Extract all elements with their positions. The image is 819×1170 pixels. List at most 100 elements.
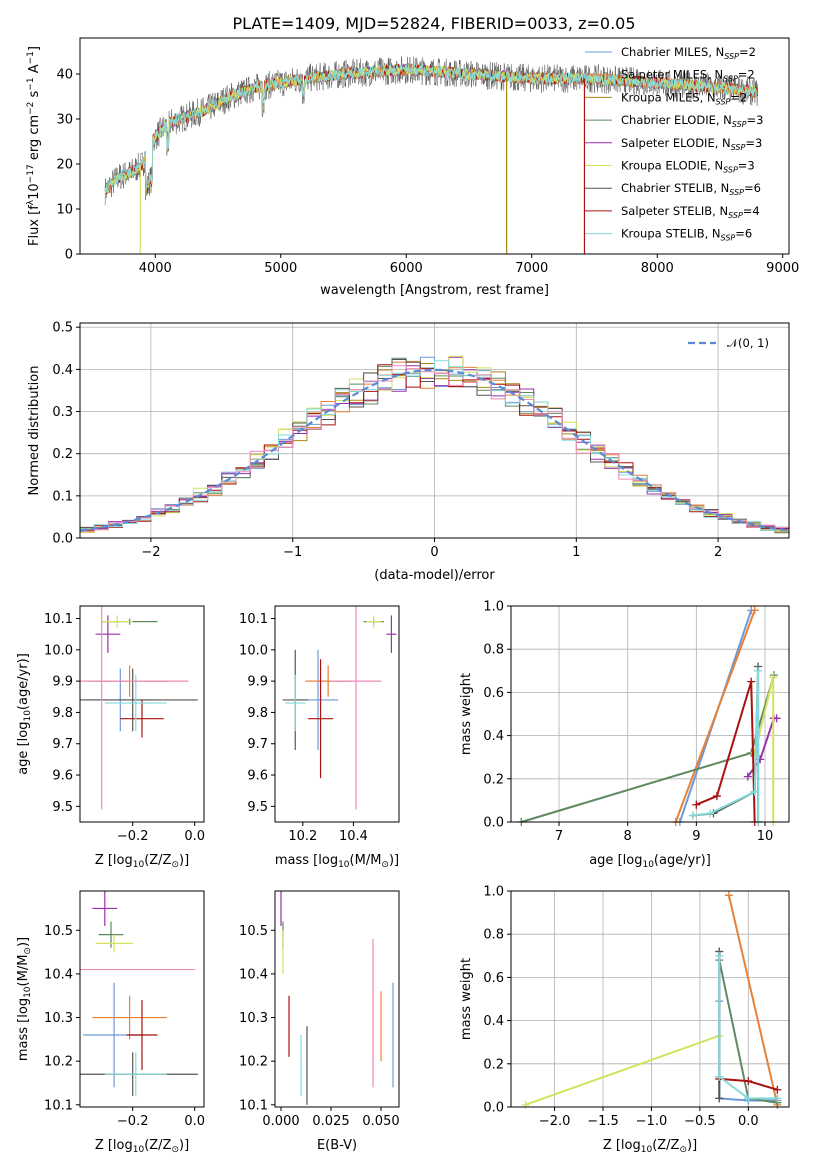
mass-weight-marker	[744, 1094, 753, 1103]
x-axis-label-part: )]	[687, 1138, 697, 1153]
histogram-steps	[80, 355, 789, 534]
x-axis-label: Z [log10(Z/Z⊙)]	[603, 1138, 697, 1155]
y-tick-label: 1.0	[483, 600, 504, 615]
mass-weight-vs-metallicity-panel: −2.0 −1.5 −1.0 −0.5 0.0 0.0 0.2 0.4 0.6 0.8 1.0 Z […	[459, 885, 790, 1155]
y-axis-label-part: −1	[26, 51, 36, 64]
y-tick-label: 0.0	[52, 532, 73, 547]
x-axis-label-part: ⊙	[171, 1145, 179, 1155]
legend-entry-label: Salpeter ELODIE, N	[621, 136, 731, 150]
errorbar-points	[280, 891, 394, 1105]
y-tick-label: 0.2	[483, 1057, 504, 1072]
spectrum-lines	[104, 56, 758, 254]
x-tick-label: 5000	[264, 261, 297, 276]
y-tick-label: 9.7	[247, 737, 268, 752]
mass-weight-marker	[750, 787, 759, 796]
x-axis-label-part: 10	[133, 860, 145, 870]
x-axis-label-part: ⊙	[171, 860, 179, 870]
y-tick-label: 10.5	[44, 924, 73, 939]
y-tick-label: 10.2	[239, 1055, 268, 1070]
y-tick-label: 0.4	[52, 363, 73, 378]
y-axis-label-part: )]	[16, 937, 31, 947]
y-tick-label: 10.0	[239, 643, 268, 658]
mass-weight-marker	[706, 809, 715, 818]
x-tick-label: −0.5	[684, 1114, 716, 1129]
y-tick-label: 10.1	[44, 612, 73, 627]
legend-entry-sub: SSP	[721, 234, 736, 243]
y-tick-label: 10.2	[44, 1055, 73, 1070]
x-axis-label-part: Z [log	[95, 853, 133, 868]
y-tick-label: 0.3	[52, 405, 73, 420]
x-axis-label-part: 10	[642, 860, 654, 870]
x-tick-label: 7000	[515, 261, 548, 276]
mass-weight-series	[718, 955, 778, 1100]
mass-weight-marker	[715, 951, 724, 960]
y-tick-label: 0.4	[483, 1014, 504, 1029]
y-tick-label: 10.3	[239, 1011, 268, 1026]
axes-frame	[510, 605, 790, 823]
y-tick-label: 10.4	[44, 967, 73, 982]
y-tick-label: 0.8	[483, 928, 504, 943]
x-tick-label: 0.0	[184, 1114, 205, 1129]
x-axis-label-part: (Z/Z	[144, 853, 171, 868]
y-axis-label-part: A	[27, 64, 42, 77]
x-axis-label-part: (M/M	[350, 853, 382, 868]
residuals-histogram-panel: −2 −1 0 1 2 0.0 0.1 0.2 0.3 0.4 0.5 (data-model)/er…	[27, 321, 790, 583]
mass-weight-marker	[715, 1094, 724, 1103]
y-tick-label: 10.1	[239, 1098, 268, 1113]
x-axis-label-part: 10	[641, 1145, 653, 1155]
y-tick-label: 10.3	[44, 1011, 73, 1026]
mass-weight-marker	[773, 1094, 782, 1103]
x-axis-label-part: (Z/Z	[652, 1138, 679, 1153]
mass-weight-series	[727, 895, 779, 1106]
y-axis-label-part: ]	[27, 46, 42, 51]
x-axis-label: Z [log10(Z/Z⊙)]	[95, 853, 189, 870]
legend-entry: Salpeter STELIB, NSSP=4	[621, 204, 760, 220]
legend-entry: Kroupa MILES, NSSP=2	[621, 90, 747, 106]
axes-frame	[274, 890, 400, 1108]
y-axis-label-part: erg cm	[27, 115, 42, 164]
x-axis-label-part: age [log	[589, 853, 642, 868]
y-tick-label: 9.5	[52, 800, 73, 815]
legend-entry: Salpeter MILES, NSSP=2	[621, 68, 755, 84]
x-axis-label: mass [log10(M/M⊙)]	[275, 853, 399, 870]
x-tick-label: 10	[757, 829, 774, 844]
y-tick-label: 0.1	[52, 489, 73, 504]
legend-entry-sub: SSP	[732, 120, 747, 129]
x-axis-label-part: )]	[389, 853, 399, 868]
x-axis-label-part: 10	[133, 1145, 145, 1155]
legend-entry-label: Chabrier MILES, N	[621, 45, 724, 59]
y-tick-label: 9.8	[52, 706, 73, 721]
y-axis-label: mass weight	[459, 673, 474, 755]
y-axis-label-part: −17	[26, 164, 36, 183]
errorbar-points	[80, 891, 198, 1097]
y-tick-label: 10.5	[239, 924, 268, 939]
x-tick-label: −2.0	[539, 1114, 571, 1129]
x-axis-label-part: 10	[338, 860, 350, 870]
x-tick-label: −0.2	[117, 829, 149, 844]
x-tick-label: 1	[572, 545, 580, 560]
legend-entry-label: Salpeter MILES, N	[621, 68, 723, 82]
x-tick-label: 4000	[139, 261, 172, 276]
y-axis-label: mass [log10(M/M⊙)]	[16, 937, 33, 1061]
legend-entry: Chabrier ELODIE, NSSP=3	[621, 113, 763, 129]
x-tick-label: 0.050	[362, 1114, 399, 1129]
x-tick-label: 9000	[766, 261, 799, 276]
legend-entry-sub: SSP	[723, 166, 738, 175]
histogram-series	[80, 360, 789, 531]
x-axis-label: E(B-V)	[317, 1138, 357, 1153]
y-tick-label: 9.5	[247, 800, 268, 815]
y-axis-label-part: Flux [f	[27, 205, 42, 246]
x-axis-label: Z [log10(Z/Z⊙)]	[95, 1138, 189, 1155]
mass-weight-marker	[688, 811, 697, 820]
x-axis-label-part: (Z/Z	[144, 1138, 171, 1153]
spectrum-panel: 4000 5000 6000 7000 8000 9000 0 10 20 30 40 wavelen…	[26, 37, 799, 298]
y-tick-label: 0.2	[52, 447, 73, 462]
legend-entry: 𝒩(0, 1)	[727, 336, 769, 350]
x-axis-label: wavelength [Angstrom, rest frame]	[320, 283, 549, 298]
legend-entry-label: Chabrier ELODIE, N	[621, 113, 732, 127]
x-axis-label-part: )]	[179, 1138, 189, 1153]
y-axis-label: age [log10(age/yr)]	[16, 653, 33, 775]
legend-entry-label: Chabrier STELIB, N	[621, 181, 729, 195]
x-axis-label: (data-model)/error	[374, 568, 495, 583]
